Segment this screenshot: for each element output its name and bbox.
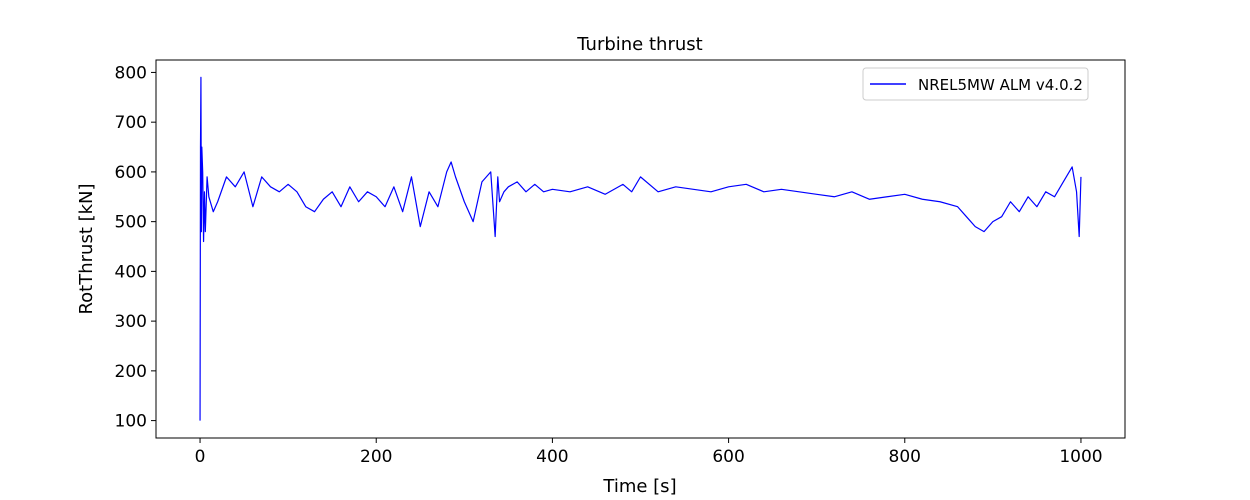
y-tick-label: 400: [115, 262, 147, 282]
x-tick-label: 200: [360, 447, 392, 467]
chart-title: Turbine thrust: [576, 34, 702, 55]
x-axis-label: Time [s]: [602, 476, 676, 497]
x-tick-label: 800: [889, 447, 921, 467]
x-tick-label: 0: [195, 447, 206, 467]
y-tick-label: 300: [115, 312, 147, 332]
x-tick-label: 600: [712, 447, 744, 467]
y-tick-label: 200: [115, 362, 147, 382]
y-tick-label: 700: [115, 113, 147, 133]
series-line-0: [199, 76, 1082, 421]
y-tick-label: 100: [115, 412, 147, 432]
y-axis-label: RotThrust [kN]: [76, 183, 97, 314]
legend-label: NREL5MW ALM v4.0.2: [918, 76, 1083, 94]
legend-box: [862, 67, 1089, 101]
plot-area: [155, 59, 1126, 439]
y-tick-label: 500: [115, 213, 147, 233]
x-tick-label: 1000: [1059, 447, 1102, 467]
y-tick-label: 600: [115, 163, 147, 183]
x-tick-label: 400: [536, 447, 568, 467]
y-axis: 100 200 300 400 500 600 700 800: [115, 63, 156, 432]
x-axis: 0 200 400 600 800 1000: [195, 438, 1103, 467]
series-layer: [199, 76, 1082, 421]
legend: NREL5MW ALM v4.0.2: [862, 67, 1089, 101]
y-tick-label: 800: [115, 63, 147, 83]
